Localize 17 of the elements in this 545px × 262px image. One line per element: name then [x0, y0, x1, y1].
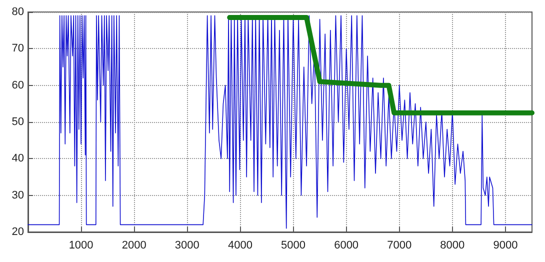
y-tick-label: 30: [12, 189, 24, 202]
y-tick-label: 40: [12, 152, 24, 165]
x-tick-label: 8000: [440, 240, 465, 252]
line-series: [28, 15, 532, 229]
x-tick-label: 3000: [174, 240, 200, 252]
y-tick-label: 60: [12, 79, 24, 92]
y-tick-label: 70: [12, 42, 24, 55]
x-tick-label: 6000: [334, 240, 359, 252]
x-tick-label: 5000: [281, 240, 306, 252]
y-tick-label: 50: [12, 116, 24, 128]
x-tick-label: 7000: [387, 240, 412, 252]
y-tick-label: 20: [12, 226, 24, 238]
x-tick-label: 1000: [68, 240, 94, 252]
x-tick-label: 9000: [493, 240, 518, 252]
x-tick-label: 2000: [122, 240, 146, 252]
x-tick-label: 4000: [228, 240, 252, 252]
y-tick-label: 80: [12, 6, 24, 18]
